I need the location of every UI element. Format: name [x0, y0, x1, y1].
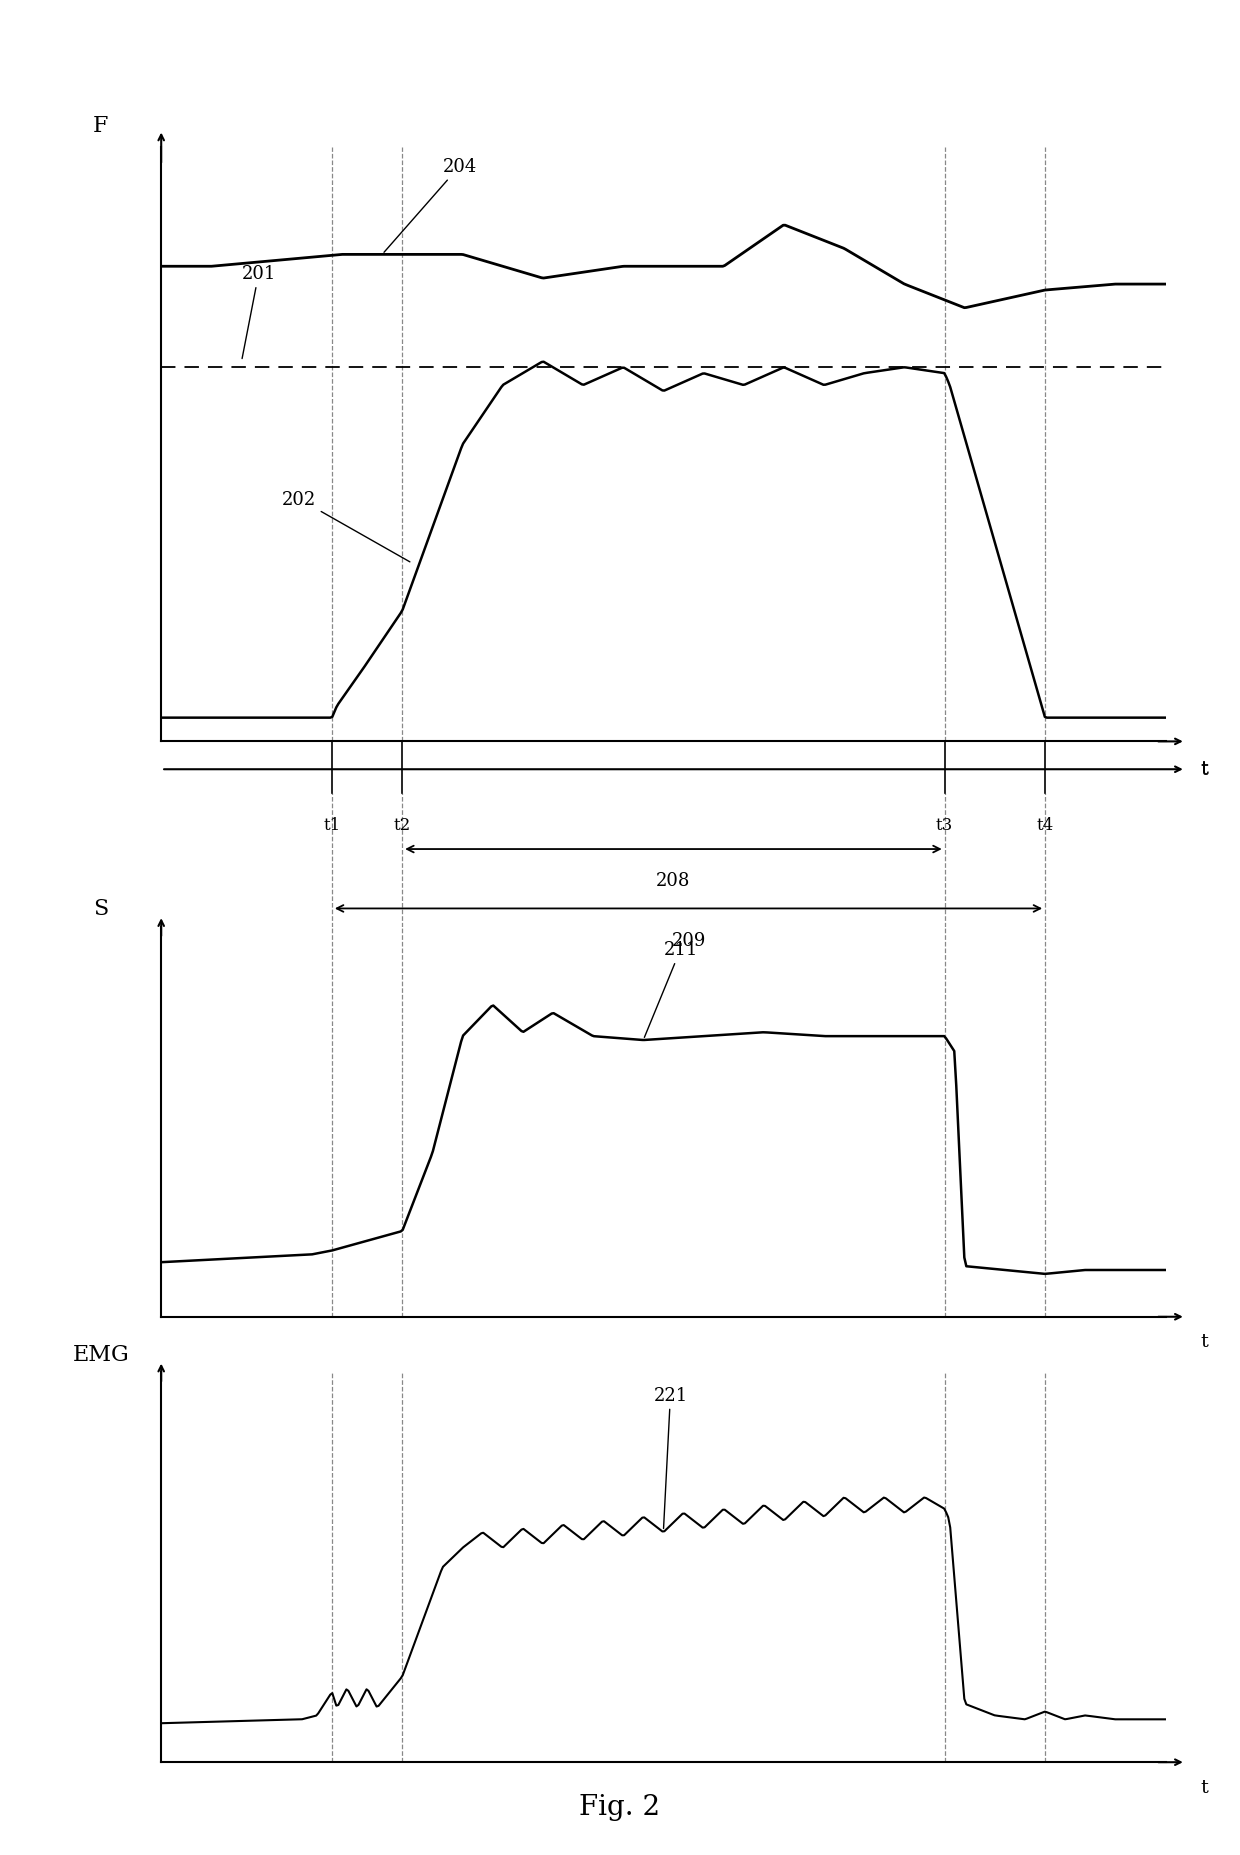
Text: t4: t4 — [1037, 816, 1054, 833]
Text: t2: t2 — [393, 816, 410, 833]
Text: t: t — [1200, 1332, 1209, 1350]
Text: 201: 201 — [242, 265, 277, 360]
Text: 202: 202 — [281, 490, 410, 562]
Text: Fig. 2: Fig. 2 — [579, 1794, 661, 1820]
Text: 204: 204 — [384, 158, 476, 252]
Text: t: t — [1200, 761, 1209, 779]
Text: 221: 221 — [653, 1386, 688, 1529]
Text: 208: 208 — [656, 872, 691, 890]
Text: t3: t3 — [936, 816, 954, 833]
Y-axis label: F: F — [93, 115, 109, 137]
Text: t1: t1 — [324, 816, 341, 833]
Text: 211: 211 — [645, 940, 698, 1037]
Text: 209: 209 — [671, 931, 706, 950]
Text: t: t — [1200, 1777, 1209, 1796]
Y-axis label: S: S — [93, 898, 109, 920]
Text: t: t — [1200, 761, 1209, 777]
Y-axis label: EMG: EMG — [73, 1343, 129, 1365]
